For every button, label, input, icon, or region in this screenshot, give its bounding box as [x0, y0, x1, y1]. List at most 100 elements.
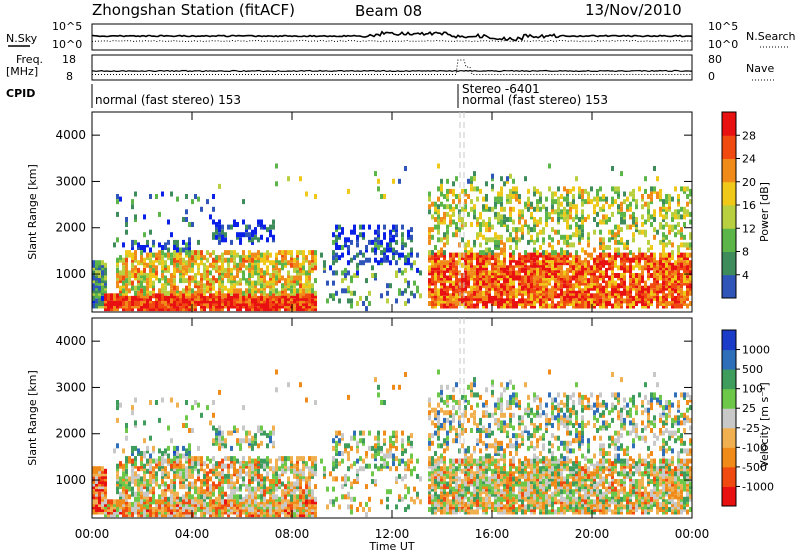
power-cell [464, 242, 467, 248]
power-cell [650, 191, 653, 197]
velocity-cell [176, 491, 179, 497]
power-cell [671, 267, 674, 273]
power-cell [218, 265, 221, 271]
velocity-cell [113, 512, 116, 518]
velocity-cell [236, 458, 239, 464]
power-cell [242, 257, 245, 263]
power-cell [380, 293, 383, 299]
power-cell [347, 245, 350, 250]
power-cell [146, 306, 149, 312]
velocity-cell [188, 486, 191, 492]
power-cell [566, 257, 569, 263]
velocity-cell [209, 476, 212, 482]
velocity-cell [149, 489, 152, 495]
power-cell [293, 267, 296, 273]
power-cell [671, 288, 674, 294]
power-cell [176, 239, 179, 245]
power-cell [428, 257, 431, 263]
power-cell [614, 247, 617, 253]
power-cell [314, 250, 317, 256]
power-cell [668, 262, 671, 268]
power-cell [209, 288, 212, 294]
power-cell [680, 303, 683, 309]
power-cell [620, 283, 623, 289]
power-cell [653, 227, 656, 233]
power-cell [452, 288, 455, 294]
power-cell [257, 267, 260, 273]
velocity-cell [389, 435, 392, 441]
power-cell [587, 196, 590, 202]
power-cell [419, 293, 422, 299]
power-cell [341, 227, 344, 233]
power-cell [542, 273, 545, 278]
velocity-cell [305, 507, 308, 512]
power-cell [446, 196, 449, 202]
power-cell [632, 301, 635, 306]
power-cell [566, 293, 569, 299]
power-cell [542, 227, 545, 233]
power-cell [263, 283, 266, 289]
velocity-cell [302, 494, 305, 500]
power-cell [125, 295, 128, 301]
power-cell [218, 306, 221, 312]
power-cell [446, 224, 449, 230]
power-cell [476, 267, 479, 273]
power-cell [452, 280, 455, 286]
power-cell [632, 194, 635, 199]
velocity-cell [356, 507, 359, 512]
velocity-cell [293, 463, 296, 469]
power-cell [638, 278, 641, 284]
power-cell [536, 199, 539, 205]
velocity-cell [362, 438, 365, 444]
power-cell [461, 188, 464, 194]
power-cell [665, 267, 668, 273]
velocity-cell [428, 507, 431, 512]
velocity-cell [131, 410, 134, 416]
power-cell [569, 224, 572, 230]
power-cell [149, 257, 152, 263]
power-cell [518, 288, 521, 294]
power-cell [167, 239, 170, 245]
power-cell [194, 255, 197, 261]
power-cell [560, 288, 563, 294]
power-cell [650, 273, 653, 278]
power-cell [446, 267, 449, 273]
power-cell [689, 275, 692, 281]
velocity-cell [197, 445, 200, 451]
power-cell [278, 260, 281, 266]
velocity-cell [176, 463, 179, 469]
power-cell [434, 273, 437, 278]
power-cell [371, 273, 374, 278]
velocity-cell [293, 512, 296, 518]
power-cell [431, 288, 434, 294]
power-cell [128, 275, 131, 281]
power-cell [296, 267, 299, 273]
power-cell [212, 250, 215, 256]
velocity-cell [191, 428, 194, 433]
power-cell [533, 186, 536, 192]
power-cell [476, 288, 479, 294]
power-cell [179, 273, 182, 278]
power-cell [653, 283, 656, 289]
power-cell [158, 250, 161, 256]
power-cell [269, 290, 272, 296]
power-cell [656, 260, 659, 266]
power-cell [437, 219, 440, 225]
velocity-cell [206, 473, 209, 479]
velocity-cell [389, 453, 392, 459]
velocity-cell [362, 440, 365, 446]
power-cell [578, 275, 581, 281]
power-cell [203, 306, 206, 312]
velocity-cell [263, 489, 266, 495]
power-cell [656, 275, 659, 281]
power-cell [476, 278, 479, 284]
power-cell [260, 267, 263, 273]
power-cell [500, 290, 503, 296]
velocity-cell [389, 489, 392, 495]
velocity-cell [152, 486, 155, 492]
power-cell [617, 273, 620, 278]
power-cell [560, 234, 563, 240]
power-cell [479, 285, 482, 291]
power-cell [452, 262, 455, 268]
